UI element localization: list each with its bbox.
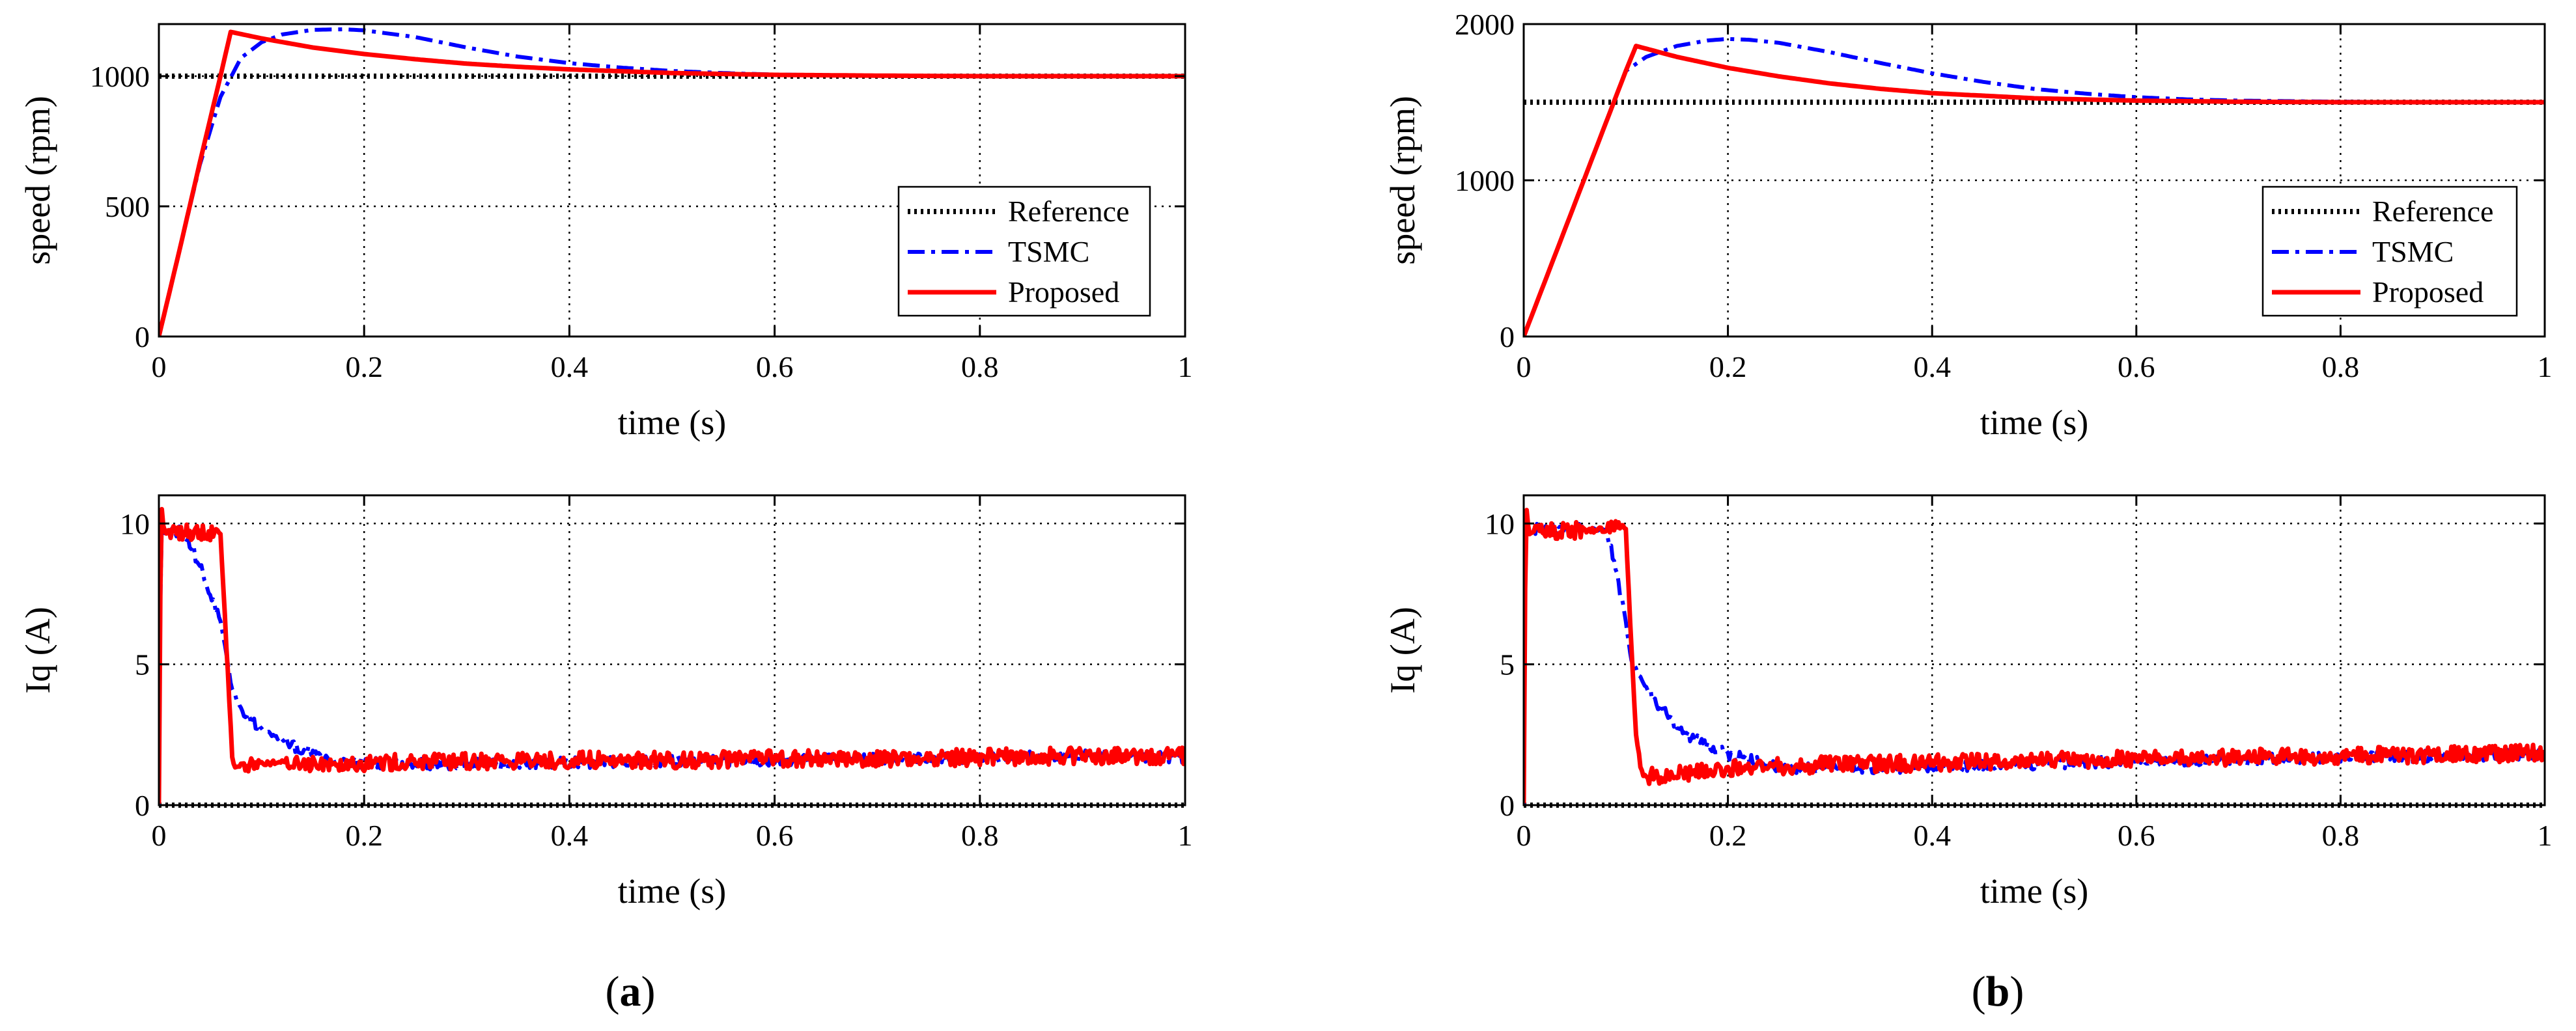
axes-box — [158, 494, 1186, 806]
plot-area — [1524, 495, 2545, 805]
axes-box — [1522, 494, 2546, 806]
legend-label-reference: Reference — [1008, 195, 1129, 228]
y-tick-label: 0 — [1500, 789, 1515, 822]
x-tick-label: 0.6 — [756, 350, 794, 383]
series-line-proposed — [159, 506, 1185, 804]
panel-b-speed-chart: 0 0.2 0.4 0.6 0.8 1 0 1000 2000 time (s) speed (rp… — [1383, 8, 2553, 442]
y-tick-label: 500 — [105, 190, 150, 223]
x-tick-label: 1 — [1178, 819, 1193, 852]
caption-b: (b) — [1972, 968, 2024, 1015]
x-tick-label: 0.4 — [1913, 350, 1951, 383]
y-tick-label: 5 — [1500, 648, 1515, 681]
x-tick-label: 1 — [2538, 819, 2553, 852]
x-tick-label: 1 — [2538, 350, 2553, 383]
x-tick-label: 0.2 — [1709, 819, 1747, 852]
x-tick-label: 0 — [152, 819, 167, 852]
y-axis-label: speed (rpm) — [18, 96, 57, 264]
axes-box — [158, 23, 1186, 338]
legend-label-tsmc: TSMC — [2372, 235, 2454, 268]
x-tick-label: 0.6 — [756, 819, 794, 852]
y-tick-label: 2000 — [1455, 8, 1515, 41]
x-tick-label: 0.4 — [1913, 819, 1951, 852]
x-tick-label: 0.4 — [551, 350, 589, 383]
x-axis-label: time (s) — [618, 872, 726, 911]
x-tick-label: 0.6 — [2118, 350, 2155, 383]
series-line-proposed — [159, 29, 1185, 337]
x-tick-label: 0.8 — [961, 819, 999, 852]
y-tick-label: 10 — [1485, 507, 1515, 540]
y-tick-label: 1000 — [1455, 164, 1515, 197]
y-tick-label: 0 — [1500, 320, 1515, 353]
legend-label-reference: Reference — [2372, 195, 2493, 228]
y-tick-label: 10 — [120, 507, 150, 540]
y-tick-label: 0 — [135, 789, 150, 822]
y-axis-label: speed (rpm) — [1383, 96, 1422, 264]
x-tick-label: 0.8 — [961, 350, 999, 383]
caption-a: (a) — [606, 968, 656, 1015]
series-line-tsmc — [1524, 36, 2545, 338]
x-tick-label: 0 — [1517, 350, 1532, 383]
x-tick-label: 0.8 — [2322, 819, 2360, 852]
x-tick-label: 1 — [1178, 350, 1193, 383]
y-tick-label: 0 — [135, 320, 150, 353]
legend: Reference TSMC Proposed — [897, 186, 1151, 317]
panel-a-speed-chart: 0 0.2 0.4 0.6 0.8 1 0 500 1000 time (s) speed (rpm… — [18, 23, 1193, 442]
x-tick-label: 0.8 — [2322, 350, 2360, 383]
x-axis-label: time (s) — [1980, 872, 2088, 911]
y-tick-label: 5 — [135, 648, 150, 681]
x-tick-label: 0 — [152, 350, 167, 383]
legend-label-proposed: Proposed — [2372, 275, 2484, 309]
x-tick-label: 0.6 — [2118, 819, 2155, 852]
x-tick-label: 0 — [1517, 819, 1532, 852]
x-tick-label: 0.4 — [551, 819, 589, 852]
x-axis-label: time (s) — [1980, 403, 2088, 442]
legend-label-proposed: Proposed — [1008, 275, 1119, 309]
legend-label-tsmc: TSMC — [1008, 235, 1089, 268]
legend: Reference TSMC Proposed — [2261, 186, 2518, 317]
x-tick-label: 0.2 — [345, 350, 383, 383]
x-tick-label: 0.2 — [1709, 350, 1747, 383]
y-tick-label: 1000 — [90, 60, 150, 93]
series-line-proposed — [1524, 44, 2545, 338]
x-tick-label: 0.2 — [345, 819, 383, 852]
y-axis-label: Iq (A) — [18, 607, 57, 693]
series-line-proposed — [1524, 508, 2545, 804]
x-axis-label: time (s) — [618, 403, 726, 442]
y-axis-label: Iq (A) — [1383, 607, 1422, 693]
